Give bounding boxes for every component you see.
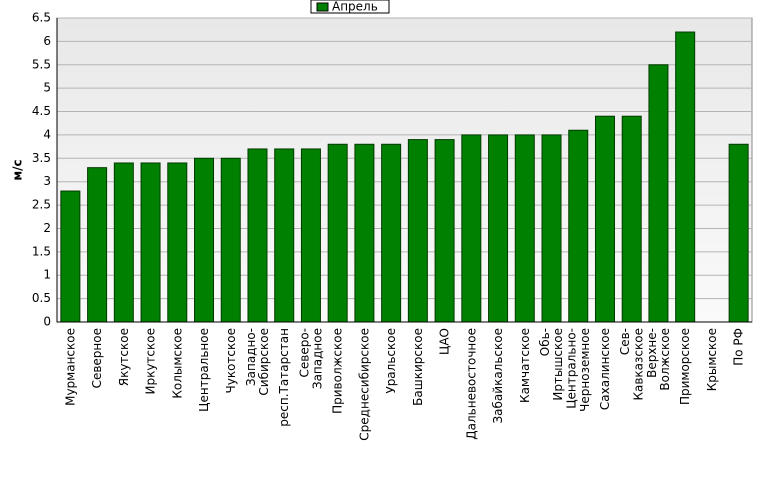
bar xyxy=(407,139,428,323)
legend[interactable]: Апрель xyxy=(310,0,390,14)
x-tick-label: По РФ xyxy=(731,328,745,366)
bar xyxy=(113,162,134,323)
y-tick-label: 3 xyxy=(43,174,51,188)
x-tick-label: Среднесибирское xyxy=(357,328,371,441)
bar xyxy=(381,143,402,323)
x-tick-label: Мурманское xyxy=(63,328,77,406)
bar xyxy=(327,143,348,323)
x-tick-label: Уральское xyxy=(384,328,398,394)
y-tick-label: 6.5 xyxy=(32,11,51,25)
x-tick-label: Крымское xyxy=(704,328,718,391)
y-tick-label: 4.5 xyxy=(32,104,51,118)
bar xyxy=(60,190,81,323)
x-tick-label: ЦАО xyxy=(437,328,451,355)
bar xyxy=(220,157,241,323)
bar xyxy=(648,64,669,323)
bar xyxy=(621,115,642,323)
x-tick-label: Обь-Иртышское xyxy=(537,328,564,401)
bar xyxy=(514,134,535,323)
x-tick-label: респ.Татарстан xyxy=(277,328,291,427)
bar xyxy=(87,167,108,323)
x-tick-label: Сахалинское xyxy=(597,328,611,410)
y-tick-label: 0 xyxy=(43,315,51,329)
y-tick-label: 5 xyxy=(43,81,51,95)
bar xyxy=(675,31,696,323)
x-tick-label: Сев-Кавказское xyxy=(618,328,645,401)
x-tick-label: Дальневосточное xyxy=(464,328,478,440)
legend-box xyxy=(310,0,390,14)
y-tick-label: 0.5 xyxy=(32,291,51,305)
bar xyxy=(541,134,562,323)
plot-area xyxy=(56,17,753,323)
bar xyxy=(247,148,268,323)
bar xyxy=(274,148,295,323)
bar xyxy=(488,134,509,323)
legend-label: Апрель xyxy=(332,0,378,14)
bar xyxy=(140,162,161,323)
x-tick-label: Приволжское xyxy=(330,328,344,414)
x-tick-label: Северное xyxy=(90,328,104,388)
y-tick-label: 1 xyxy=(43,268,51,282)
x-tick-label: Колымское xyxy=(170,328,184,399)
y-axis-label: м/с xyxy=(11,159,25,180)
legend-swatch xyxy=(316,2,329,12)
x-tick-label: Западно-Сибирское xyxy=(243,328,270,396)
y-tick-label: 1.5 xyxy=(32,244,51,258)
bar xyxy=(434,139,455,323)
y-tick-label: 6 xyxy=(43,34,51,48)
x-tick-label: Верхне-Волжское xyxy=(644,328,671,391)
x-tick-label: Чукотское xyxy=(223,328,237,393)
y-tick-label: 5.5 xyxy=(32,57,51,71)
x-tick-label: Северо-Западное xyxy=(297,328,324,389)
x-tick-label: Центральное xyxy=(197,328,211,412)
y-tick-label: 3.5 xyxy=(32,151,51,165)
x-tick-label: Центрально-Черноземное xyxy=(564,328,591,412)
y-tick-label: 2 xyxy=(43,221,51,235)
bar xyxy=(461,134,482,323)
bar xyxy=(300,148,321,323)
x-tick-label: Иркутское xyxy=(143,328,157,395)
x-tick-label: Якутское xyxy=(116,328,130,386)
x-tick-label: Башкирское xyxy=(410,328,424,406)
bar xyxy=(594,115,615,323)
y-tick-label: 2.5 xyxy=(32,198,51,212)
bar xyxy=(728,143,749,323)
bar xyxy=(194,157,215,323)
x-tick-label: Приморское xyxy=(678,328,692,405)
bar xyxy=(568,129,589,323)
bar xyxy=(167,162,188,323)
x-tick-label: Забайкальское xyxy=(491,328,505,424)
x-tick-label: Камчатское xyxy=(517,328,531,403)
bar xyxy=(354,143,375,323)
y-tick-label: 4 xyxy=(43,127,51,141)
